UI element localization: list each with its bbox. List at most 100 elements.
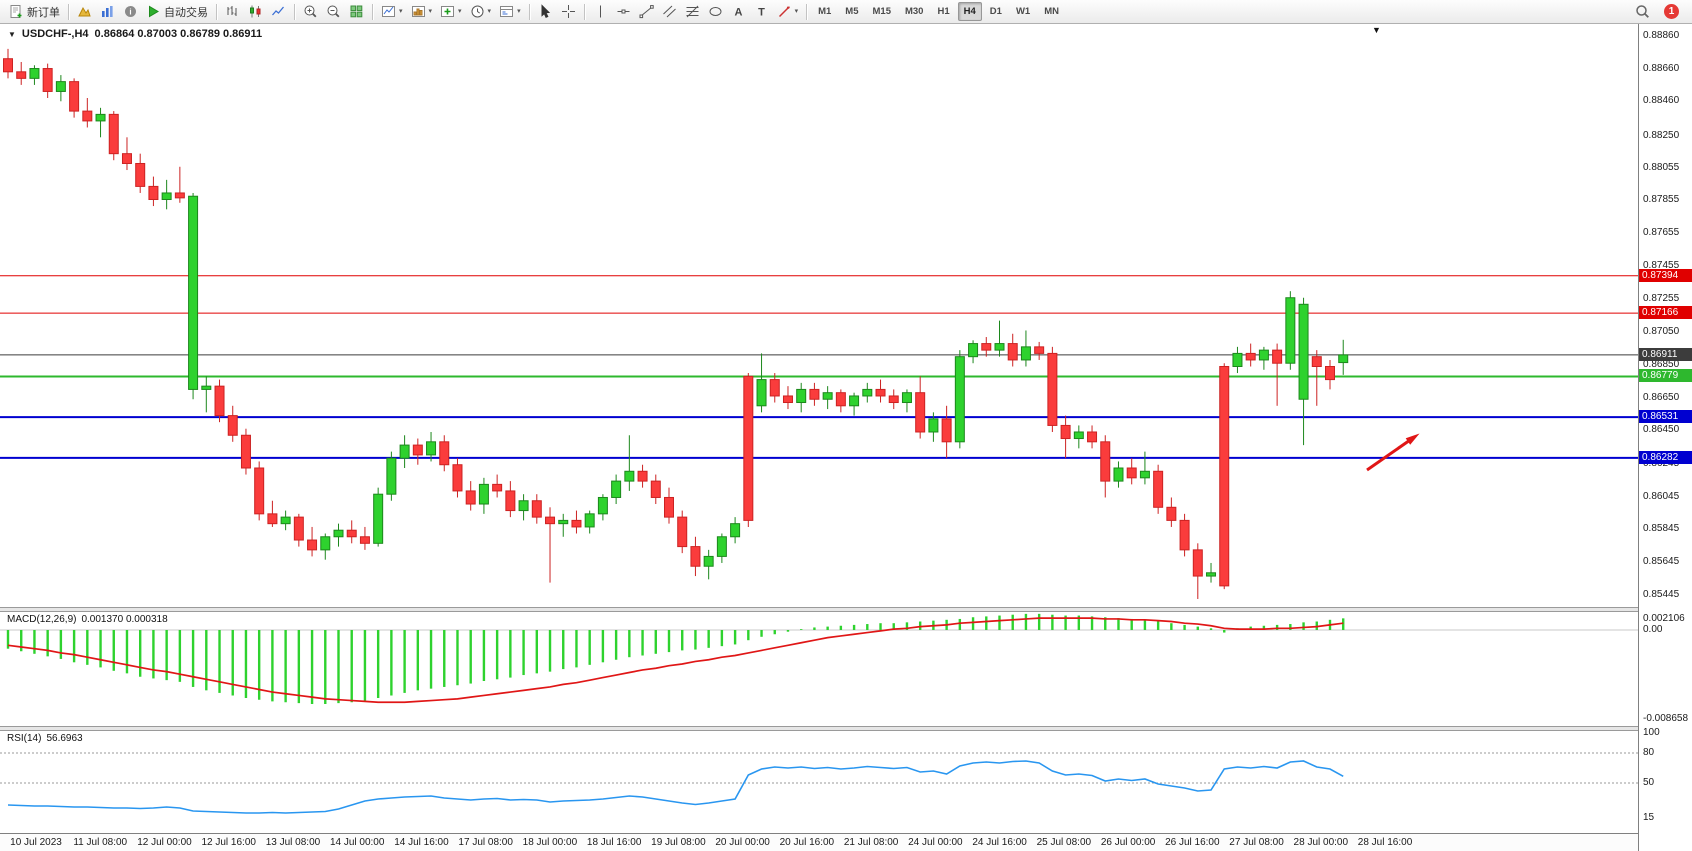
line-chart-button[interactable]	[267, 1, 290, 23]
caret-down-icon: ▾	[399, 8, 403, 15]
line-icon	[271, 4, 286, 19]
new-order-icon	[9, 4, 24, 19]
zoom-in-button[interactable]	[299, 1, 322, 23]
timeframe-M1-button[interactable]: M1	[812, 2, 837, 21]
time-tick: 18 Jul 16:00	[587, 837, 642, 848]
price-tick: 0.85645	[1643, 556, 1679, 568]
bar-chart-button[interactable]	[221, 1, 244, 23]
rsi-axis-tick: 80	[1643, 747, 1654, 759]
new-chart-button[interactable]: ▾	[377, 1, 407, 23]
timeframe-D1-button[interactable]: D1	[984, 2, 1008, 21]
trend-arrow-annotation[interactable]	[1367, 433, 1420, 469]
macd-label: MACD(12,26,9) 0.001370 0.000318	[7, 614, 168, 625]
rsi-label: RSI(14)56.6963	[7, 733, 83, 744]
macd-axis-tick: 0.00	[1643, 624, 1662, 636]
cursor-icon	[538, 4, 553, 19]
toolbar: 新订单i自动交易▾▾▾▾▾AT▾M1M5M15M30H1H4D1W1MN1	[0, 0, 1692, 24]
toolbar-right: 1	[1631, 1, 1679, 23]
time-tick: 24 Jul 00:00	[908, 837, 963, 848]
text-label-button[interactable]: T	[750, 1, 773, 23]
new-order-button[interactable]: 新订单	[5, 1, 64, 23]
timeframe-M5-button[interactable]: M5	[839, 2, 864, 21]
price-axis[interactable]: 0.888600.886600.884600.882500.880550.878…	[1638, 24, 1692, 851]
community-button[interactable]: i	[119, 1, 142, 23]
timeframe-M15-button[interactable]: M15	[867, 2, 897, 21]
rsi-panel-plot[interactable]	[0, 731, 1638, 833]
equidistant-channel-button[interactable]	[658, 1, 681, 23]
profiles-icon	[411, 4, 426, 19]
indicators-button[interactable]: ▾	[436, 1, 466, 23]
price-chart-plot[interactable]	[0, 24, 1638, 607]
macd-axis-tick: -0.008658	[1643, 713, 1688, 725]
vertical-line-button[interactable]	[589, 1, 612, 23]
trendline-button[interactable]	[635, 1, 658, 23]
time-tick: 12 Jul 00:00	[137, 837, 192, 848]
bars-icon	[225, 4, 240, 19]
horizontal-line-button[interactable]	[612, 1, 635, 23]
hline-icon	[616, 4, 631, 19]
chart-shift-marker-icon[interactable]: ▼	[1372, 25, 1381, 35]
market-watch-button[interactable]	[96, 1, 119, 23]
timeframe-H1-button[interactable]: H1	[931, 2, 955, 21]
rsi-value: 56.6963	[46, 733, 82, 744]
vline-icon	[593, 4, 608, 19]
chart-plus-icon	[381, 4, 396, 19]
price-tick: 0.85845	[1643, 523, 1679, 535]
macd-title: MACD(12,26,9)	[7, 614, 76, 625]
timeframe-H4-button[interactable]: H4	[958, 2, 982, 21]
crosshair-button[interactable]	[557, 1, 580, 23]
template-icon	[499, 4, 514, 19]
crosshair-icon	[561, 4, 576, 19]
candlestick-chart-button[interactable]	[244, 1, 267, 23]
auto-trading-button[interactable]: 自动交易	[142, 1, 212, 23]
text-button[interactable]: A	[727, 1, 750, 23]
profile-button[interactable]	[73, 1, 96, 23]
zoom-out-button[interactable]	[322, 1, 345, 23]
search-button[interactable]	[1631, 1, 1654, 23]
time-axis[interactable]: 10 Jul 202311 Jul 08:0012 Jul 00:0012 Ju…	[0, 833, 1638, 851]
candlestick-series	[4, 49, 1348, 599]
profiles-button[interactable]: ▾	[407, 1, 437, 23]
toolbar-separator	[584, 4, 585, 20]
macd-values: 0.001370 0.000318	[81, 614, 167, 625]
toolbar-separator	[372, 4, 373, 20]
info-icon: i	[123, 4, 138, 19]
time-tick: 13 Jul 08:00	[266, 837, 321, 848]
zoom-out-icon	[326, 4, 341, 19]
time-tick: 28 Jul 16:00	[1358, 837, 1413, 848]
rsi-axis-tick: 50	[1643, 777, 1654, 789]
timeframe-MN-button[interactable]: MN	[1038, 2, 1065, 21]
labelT-icon: T	[754, 4, 769, 19]
time-tick: 18 Jul 00:00	[523, 837, 578, 848]
symbol-marker-icon[interactable]: ▼	[8, 30, 16, 39]
templates-button[interactable]: ▾	[495, 1, 525, 23]
time-tick: 26 Jul 00:00	[1101, 837, 1156, 848]
notification-badge[interactable]: 1	[1664, 4, 1679, 19]
tile-icon	[349, 4, 364, 19]
svg-text:i: i	[129, 7, 131, 16]
timeframe-M30-button[interactable]: M30	[899, 2, 929, 21]
periods-button[interactable]: ▾	[466, 1, 496, 23]
time-tick: 10 Jul 2023	[10, 837, 62, 848]
macd-panel-plot[interactable]	[0, 612, 1638, 726]
price-badge: 0.86531	[1639, 410, 1692, 423]
price-badge: 0.86282	[1639, 451, 1692, 464]
arrows-button[interactable]: ▾	[773, 1, 803, 23]
tline-icon	[639, 4, 654, 19]
profile-icon	[77, 4, 92, 19]
timeframe-W1-button[interactable]: W1	[1010, 2, 1036, 21]
chart-symbol-period: USDCHF-,H4	[22, 28, 89, 40]
time-tick: 25 Jul 08:00	[1037, 837, 1092, 848]
indicator-icon	[440, 4, 455, 19]
price-tick: 0.88660	[1643, 63, 1679, 75]
price-badge: 0.87394	[1639, 269, 1692, 282]
toolbar-separator	[216, 4, 217, 20]
toolbar-separator	[294, 4, 295, 20]
shapes-button[interactable]	[704, 1, 727, 23]
cursor-button[interactable]	[534, 1, 557, 23]
tile-windows-button[interactable]	[345, 1, 368, 23]
price-badge: 0.86911	[1639, 348, 1692, 361]
clock-icon	[470, 4, 485, 19]
fibonacci-button[interactable]	[681, 1, 704, 23]
arrow-obj-icon	[777, 4, 792, 19]
